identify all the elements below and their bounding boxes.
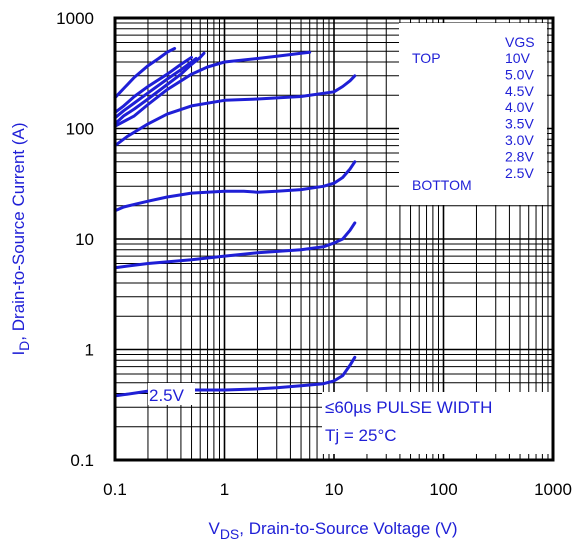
y-tick-label: 1000	[56, 9, 94, 28]
series-line	[113, 74, 357, 148]
curves	[113, 47, 357, 398]
annotation-box	[322, 392, 552, 454]
legend-entry: 4.5V	[505, 83, 534, 99]
x-tick-label: 1000	[534, 480, 572, 499]
x-tick-label: 0.1	[103, 480, 127, 499]
legend-entry: 2.5V	[505, 165, 534, 181]
y-tick-label: 10	[75, 230, 94, 249]
grid-lines	[114, 18, 553, 461]
y-axis-label: ID, Drain-to-Source Current (A)	[9, 122, 32, 355]
y-tick-labels: 0.1 1 10 100 1000	[56, 9, 94, 470]
series-line	[113, 50, 312, 128]
curve-label-bg	[148, 383, 195, 405]
plot-frame	[113, 16, 555, 462]
series-line	[113, 221, 357, 270]
series-line	[113, 160, 357, 213]
legend-entry: 4.0V	[505, 99, 534, 115]
legend-top-label: TOP	[412, 50, 441, 66]
legend-bottom-label: BOTTOM	[412, 177, 472, 193]
x-tick-labels: 0.1 1 10 100 1000	[103, 480, 572, 499]
x-axis-label: VDS, Drain-to-Source Voltage (V)	[208, 519, 457, 542]
legend-entry: 5.0V	[505, 66, 534, 82]
series-line	[113, 55, 193, 114]
x-tick-label: 100	[429, 480, 457, 499]
series-line	[113, 57, 198, 120]
legend-entry: 3.5V	[505, 116, 534, 132]
x-tick-label: 1	[220, 480, 229, 499]
y-tick-label: 0.1	[70, 451, 94, 470]
legend-entry: 10V	[505, 50, 531, 66]
x-tick-label: 10	[325, 480, 344, 499]
temperature-annotation: Tj = 25°C	[325, 426, 397, 445]
legend-entry: 3.0V	[505, 132, 534, 148]
pulse-width-annotation: ≤60µs PULSE WIDTH	[325, 398, 492, 417]
series-line	[113, 51, 206, 126]
legend: VGS TOP BOTTOM 10V5.0V4.5V4.0V3.5V3.0V2.…	[412, 34, 535, 193]
legend-header: VGS	[505, 34, 535, 50]
series-line	[113, 47, 177, 100]
legend-box	[399, 23, 547, 205]
curve-label-2-5v: 2.5V	[149, 386, 185, 405]
legend-entry: 2.8V	[505, 148, 534, 164]
y-tick-label: 100	[66, 120, 94, 139]
y-tick-label: 1	[85, 341, 94, 360]
